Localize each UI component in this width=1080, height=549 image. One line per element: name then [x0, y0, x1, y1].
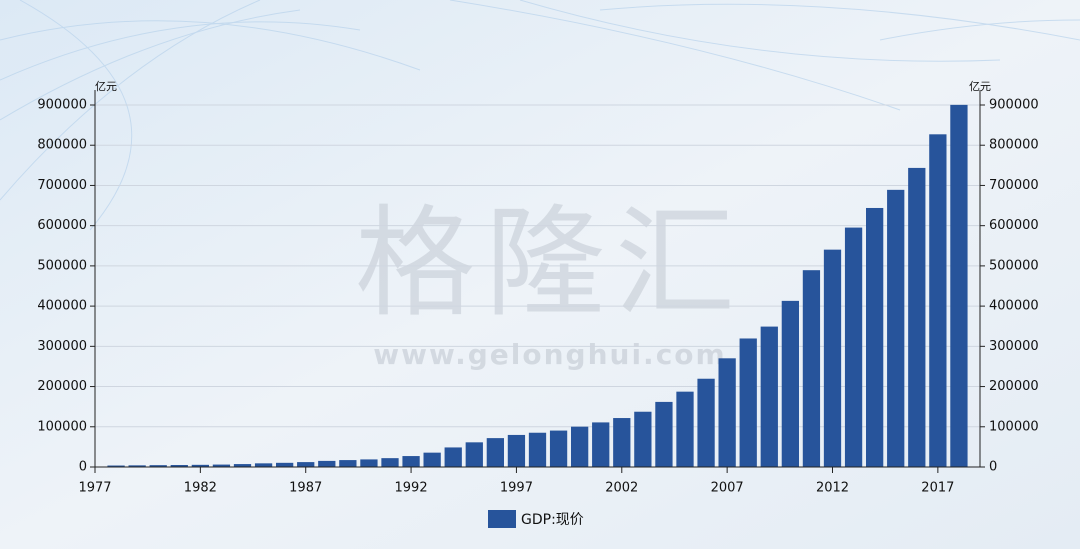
bar: [571, 426, 589, 467]
bar: [107, 465, 125, 467]
bar: [149, 465, 167, 467]
y-tick-label: 300000: [37, 339, 87, 354]
bar: [887, 189, 905, 468]
x-tick-label: 1987: [289, 481, 322, 496]
bar: [613, 418, 631, 467]
bar: [950, 104, 968, 468]
bar: [592, 422, 610, 467]
bar: [802, 270, 821, 467]
y2-tick-label: 200000: [989, 379, 1039, 394]
bar: [781, 300, 799, 467]
bar: [339, 460, 357, 467]
bar: [718, 358, 736, 467]
bar: [676, 391, 694, 467]
y2-axis-unit: 亿元: [969, 80, 991, 93]
bar: [528, 432, 547, 467]
bar: [549, 430, 568, 467]
y-tick-label: 400000: [37, 299, 87, 314]
y2-tick-label: 0: [989, 460, 997, 475]
y-tick-label: 100000: [37, 419, 87, 434]
bar: [697, 378, 715, 467]
y2-tick-label: 400000: [989, 299, 1039, 314]
watermark: 格隆汇: [355, 195, 745, 334]
bar: [739, 338, 757, 467]
y-tick-label: 900000: [37, 98, 87, 113]
bar: [444, 447, 462, 467]
y-tick-label: 600000: [37, 218, 87, 233]
bar: [465, 442, 483, 467]
bar: [634, 411, 652, 467]
bar: [212, 464, 231, 467]
y2-tick-label: 500000: [989, 258, 1039, 273]
y-tick-label: 0: [79, 460, 87, 475]
y-tick-label: 700000: [37, 178, 87, 193]
bar: [823, 249, 842, 467]
bar: [866, 207, 884, 467]
legend-swatch: [488, 510, 516, 528]
bar: [297, 462, 315, 467]
bar: [276, 462, 294, 467]
x-tick-label: 2017: [921, 481, 954, 496]
x-tick-label: 2002: [605, 481, 638, 496]
watermark-url: www.gelonghui.com: [373, 338, 726, 371]
decor-lines: [0, 0, 1080, 231]
bar: [423, 452, 441, 467]
bar: [908, 167, 926, 467]
y-tick-label: 200000: [37, 379, 87, 394]
bar: [170, 465, 188, 467]
y2-tick-label: 900000: [989, 98, 1039, 113]
bar: [360, 459, 378, 467]
y2-tick-label: 100000: [989, 419, 1039, 434]
bar: [402, 456, 420, 467]
x-tick-label: 2007: [711, 481, 744, 496]
x-tick-label: 1977: [78, 481, 111, 496]
x-tick-label: 1997: [500, 481, 533, 496]
y2-tick-label: 800000: [989, 138, 1039, 153]
y-tick-label: 800000: [37, 138, 87, 153]
bar: [507, 434, 526, 467]
bar: [655, 401, 673, 467]
bar: [381, 458, 399, 467]
x-tick-label: 1982: [184, 481, 217, 496]
legend-label: GDP:现价: [521, 512, 584, 528]
bar: [760, 326, 778, 467]
bar: [191, 464, 209, 467]
x-tick-label: 2012: [816, 481, 849, 496]
bar: [486, 438, 504, 467]
y-tick-label: 500000: [37, 258, 87, 273]
bar: [128, 465, 146, 467]
bar: [254, 463, 273, 467]
y-axis-unit: 亿元: [95, 80, 117, 93]
y2-tick-label: 300000: [989, 339, 1039, 354]
bar: [844, 227, 863, 467]
y2-tick-label: 700000: [989, 178, 1039, 193]
y2-tick-label: 600000: [989, 218, 1039, 233]
bar: [929, 134, 947, 467]
bar: [233, 464, 252, 467]
x-tick-label: 1992: [395, 481, 428, 496]
bar: [318, 460, 336, 467]
